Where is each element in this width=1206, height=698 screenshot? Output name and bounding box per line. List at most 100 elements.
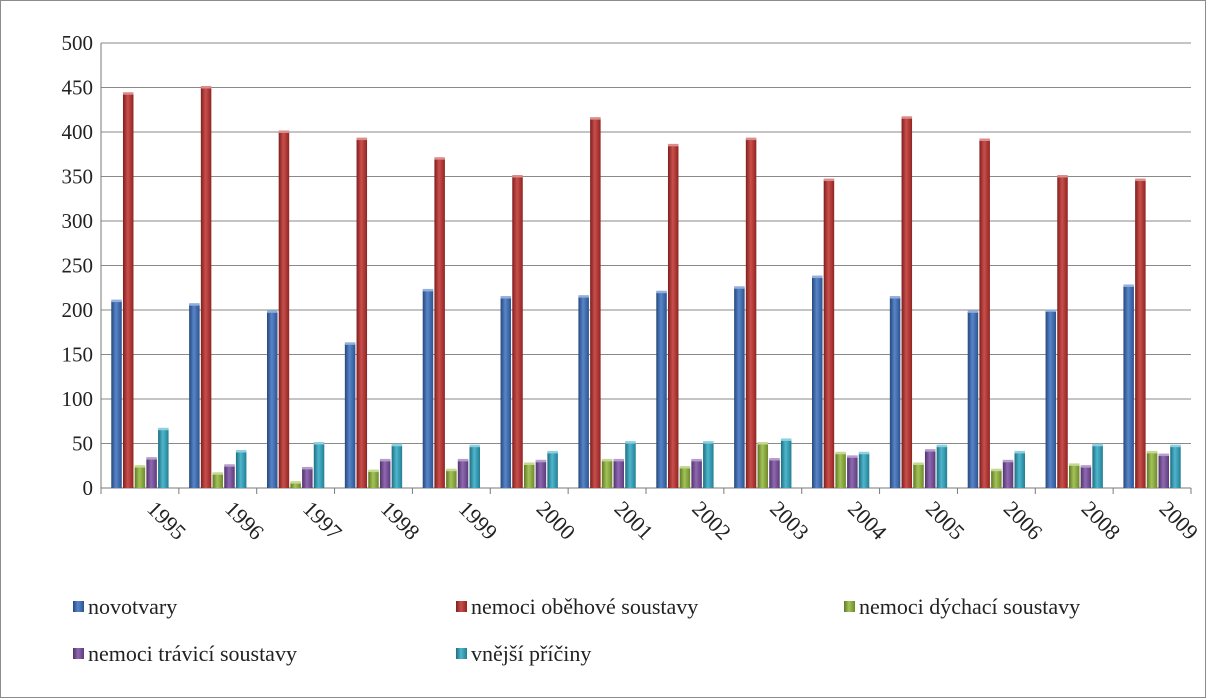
bar-1-2004 — [823, 180, 835, 488]
bar-top — [224, 464, 235, 467]
bar-4-2008 — [1092, 445, 1103, 488]
bar-top — [901, 116, 913, 119]
bar-top — [780, 438, 792, 441]
bar-0-1995 — [111, 301, 122, 488]
bar-2-2009 — [1146, 452, 1158, 488]
legend-label: novotvary — [88, 594, 177, 619]
bar-top — [936, 444, 948, 448]
bar-top — [189, 303, 200, 306]
bar-top — [601, 458, 613, 462]
bar-top — [967, 310, 979, 313]
bar-top — [625, 441, 636, 444]
bar-4-1998 — [391, 445, 403, 488]
x-tick-label: 2008 — [1077, 496, 1126, 545]
bar-top — [913, 462, 924, 465]
bar-4-2003 — [780, 439, 792, 488]
bar-3-2001 — [613, 460, 625, 488]
bar-0-1997 — [266, 311, 278, 488]
bar-3-1997 — [302, 468, 313, 488]
bar-top — [691, 458, 702, 462]
bar-4-2000 — [547, 452, 558, 488]
legend-swatch — [456, 648, 467, 659]
bar-1-2008 — [1057, 176, 1068, 488]
bar-4-1999 — [469, 446, 481, 488]
bar-top — [391, 443, 403, 447]
y-tick-label: 450 — [62, 76, 94, 100]
legend-item: novotvary — [73, 594, 177, 619]
bar-top — [590, 117, 601, 120]
bar-3-2002 — [691, 460, 702, 488]
bar-top — [266, 310, 278, 313]
bar-top — [1158, 453, 1170, 457]
bar-top — [823, 178, 835, 182]
bar-top — [290, 481, 301, 484]
legend-swatch — [73, 648, 84, 659]
bar-1-2002 — [667, 145, 679, 488]
y-tick-label: 150 — [62, 343, 94, 367]
bar-2-2005 — [913, 463, 924, 488]
bar-4-1997 — [313, 443, 325, 488]
bar-top — [146, 457, 157, 460]
bar-top — [302, 466, 313, 470]
x-tick-label: 2000 — [532, 496, 581, 545]
legend-label: vnější příčiny — [471, 641, 591, 666]
bar-0-2001 — [578, 296, 589, 488]
bar-1-1998 — [356, 139, 368, 488]
bar-top — [111, 299, 122, 303]
bar-top — [1146, 450, 1158, 454]
bar-top — [469, 444, 481, 448]
bar-4-2009 — [1170, 446, 1181, 488]
legend: novotvary nemoci oběhové soustavy nemoci d… — [73, 594, 1080, 666]
bar-4-2005 — [936, 446, 948, 488]
bar-1-2003 — [745, 139, 757, 488]
bar-3-2006 — [1002, 461, 1014, 488]
bar-top — [379, 458, 391, 462]
bar-0-2000 — [500, 297, 512, 488]
bar-0-1999 — [422, 290, 434, 488]
bar-top — [811, 275, 823, 279]
bar-top — [1068, 463, 1080, 466]
x-tick-label: 1997 — [298, 496, 347, 545]
y-tick-label: 400 — [62, 120, 94, 144]
bar-top — [512, 175, 523, 178]
bar-top — [523, 462, 535, 465]
bar-2-2006 — [991, 470, 1002, 488]
y-tick-label: 300 — [62, 209, 94, 233]
bar-top — [1002, 459, 1014, 463]
axis-layer — [100, 43, 1192, 494]
bar-2-1999 — [446, 470, 457, 488]
bar-3-1999 — [457, 460, 469, 488]
bar-2-1997 — [290, 482, 301, 488]
grid-layer — [101, 42, 1191, 489]
bar-top — [889, 296, 901, 299]
bar-top — [535, 459, 547, 463]
legend-swatch — [73, 601, 84, 612]
bar-2-1996 — [212, 473, 224, 488]
y-tick-label: 200 — [62, 298, 94, 322]
legend-label: nemoci oběhové soustavy — [471, 594, 698, 619]
bar-top — [547, 450, 558, 454]
y-tick-label: 50 — [72, 432, 93, 456]
x-tick-label: 2006 — [999, 496, 1048, 545]
bar-2-1995 — [134, 466, 146, 488]
bar-2-2001 — [601, 460, 613, 488]
y-tick-label: 500 — [62, 31, 94, 55]
bar-1-1995 — [122, 93, 134, 488]
bar-3-2009 — [1158, 455, 1170, 488]
bar-2-2004 — [835, 453, 846, 488]
bar-0-2009 — [1123, 285, 1134, 488]
bar-top — [356, 137, 368, 141]
bar-top — [578, 295, 589, 298]
bar-top — [667, 143, 679, 147]
legend-swatch — [456, 601, 467, 612]
x-tick-label: 2004 — [843, 496, 892, 545]
bar-3-1995 — [146, 458, 157, 488]
legend-item: nemoci trávicí soustavy — [73, 641, 297, 666]
bar-4-2002 — [703, 442, 714, 488]
bar-top — [1045, 309, 1057, 312]
bar-top — [368, 469, 379, 473]
bar-top — [278, 130, 290, 133]
bar-0-2005 — [889, 297, 901, 488]
bar-2-2002 — [679, 467, 691, 488]
bar-1-2001 — [590, 118, 601, 489]
